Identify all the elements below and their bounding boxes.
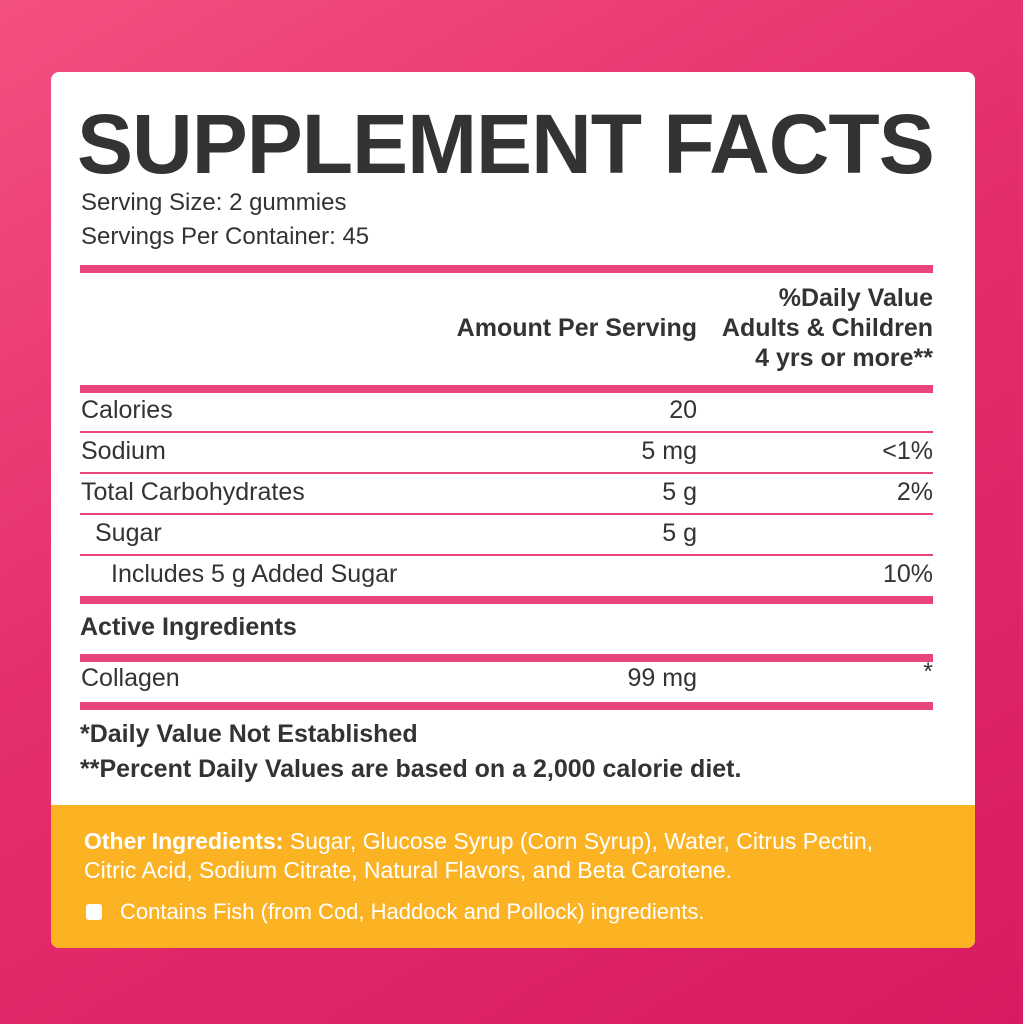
nutrient-name: Total Carbohydrates [81, 478, 305, 506]
daily-value-header: 4 yrs or more** [755, 344, 933, 372]
thick-rule [80, 702, 933, 710]
allergen: Contains Fish (from Cod, Haddock and Pol… [120, 899, 705, 924]
other-ingredients-text: Sugar, Glucose Syrup (Corn Syrup), Water… [84, 828, 874, 883]
amount-header: Amount Per Serving [456, 314, 697, 342]
nutrient-amount: 5 mg [641, 437, 697, 465]
nutrient-name: Includes 5 g Added Sugar [111, 560, 398, 588]
nutrient-daily-value: 10% [882, 560, 933, 588]
other-ingredients-label: Other Ingredients: [84, 828, 284, 854]
other-ingredients-panel: Other Ingredients: Sugar, Glucose Syrup … [51, 805, 975, 948]
nutrient-amount: 5 g [662, 478, 697, 506]
thick-rule [80, 385, 933, 393]
footnote: **Percent Daily Values are based on a 2,… [80, 755, 742, 783]
serving-size: Serving Size: 2 gummies [81, 189, 347, 216]
ingredient-daily-value: * [923, 658, 933, 686]
nutrient-daily-value: 2% [896, 478, 933, 506]
thick-rule [80, 596, 933, 604]
daily-value-header: %Daily Value [778, 284, 933, 312]
ingredient-name: Collagen [81, 664, 180, 692]
servings-per-container: Servings Per Container: 45 [81, 223, 370, 250]
thin-rule [80, 554, 933, 556]
footnote: *Daily Value Not Established [80, 720, 418, 748]
thin-rule [80, 513, 933, 515]
title: SUPPLEMENT FACTS [77, 97, 935, 191]
checkbox [86, 904, 102, 920]
nutrient-amount: 20 [669, 396, 697, 424]
daily-value-header: Adults & Children [721, 314, 933, 342]
ingredient-amount: 99 mg [627, 664, 697, 692]
thin-rule [80, 472, 933, 474]
nutrient-amount: 5 g [662, 519, 697, 547]
nutrient-daily-value: <1% [882, 437, 933, 465]
nutrient-name: Calories [81, 396, 173, 424]
thin-rule [80, 431, 933, 433]
thick-rule [80, 654, 933, 662]
nutrient-name: Sodium [81, 437, 166, 465]
supplement-card: SUPPLEMENT FACTS Serving Size: 2 gummies… [51, 72, 975, 948]
thick-rule [80, 265, 933, 273]
active-heading: Active Ingredients [80, 613, 297, 641]
nutrient-name: Sugar [95, 519, 162, 547]
other-ingredients: Other Ingredients: Sugar, Glucose Syrup … [84, 827, 884, 885]
